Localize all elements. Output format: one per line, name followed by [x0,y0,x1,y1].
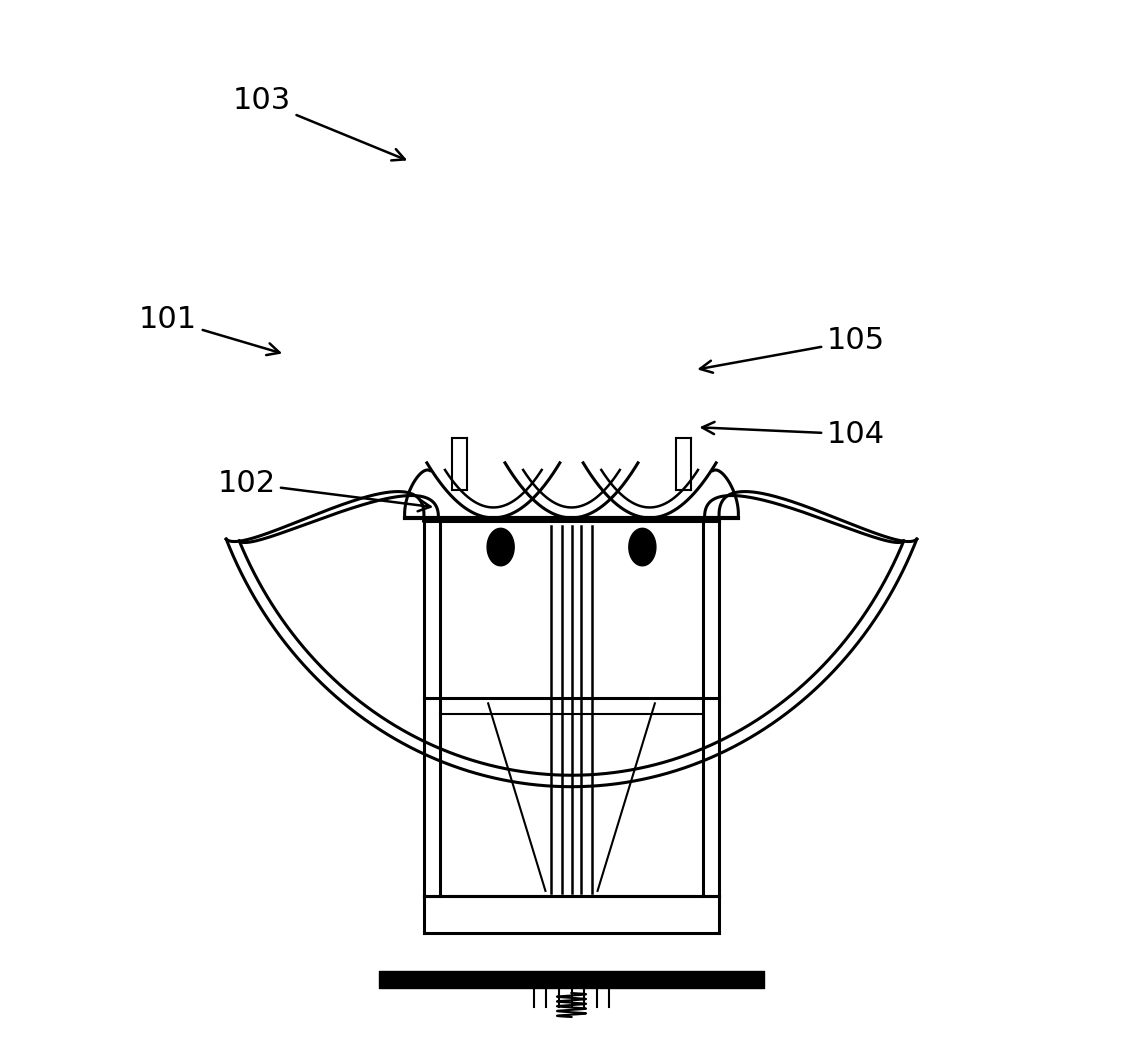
Text: 101: 101 [139,305,280,355]
Text: 105: 105 [700,326,885,373]
Text: 102: 102 [217,469,431,512]
Text: 104: 104 [702,420,885,449]
Text: 103: 103 [233,86,405,160]
Polygon shape [629,528,656,566]
Polygon shape [487,528,514,566]
